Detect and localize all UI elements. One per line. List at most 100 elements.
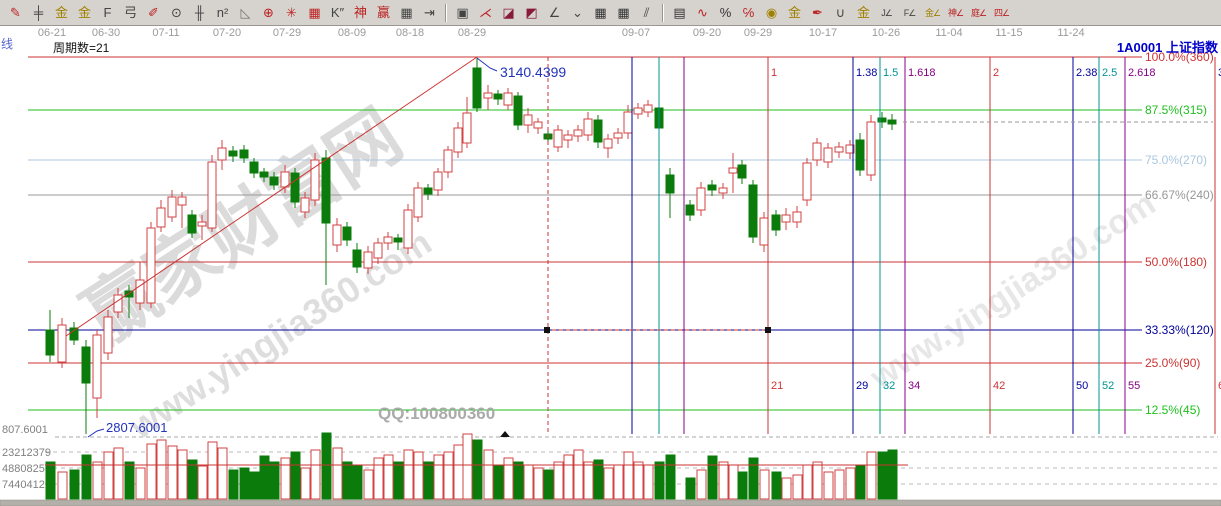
gann-circle-tool-button[interactable]: ⊕ [263, 4, 274, 20]
svg-text:34: 34 [908, 380, 920, 392]
fib-f-tool-button[interactable]: F [103, 4, 112, 20]
pencil-tool-button[interactable]: ✎ [10, 4, 21, 20]
trend-angle-tool-button[interactable]: ∠ [548, 4, 561, 20]
period-count-label: 周期数=21 [53, 40, 110, 55]
status-bar [0, 499, 1221, 506]
svg-text:08-29: 08-29 [458, 27, 486, 39]
wave-percent-tool-button[interactable]: ∿ [697, 4, 708, 20]
fib-tool-layer[interactable]: 1 21 1.38 29 1.5 32 1.618 34 2 42 2.38 50 2.5 52 2.618… [65, 56, 1221, 434]
numbered-grid-tool-button[interactable]: ▦ [400, 4, 413, 20]
svg-text:09-07: 09-07 [622, 27, 650, 39]
cup-tool-button[interactable]: ∪ [835, 4, 846, 20]
svg-text:07-20: 07-20 [213, 27, 241, 39]
svg-text:75.0%(270): 75.0%(270) [1145, 153, 1207, 167]
ruler-grid-tool-button[interactable]: ╫ [194, 4, 205, 20]
shaded-fan-tool-button[interactable]: ◪ [502, 4, 515, 20]
svg-text:2.5: 2.5 [1102, 67, 1117, 79]
svg-text:50: 50 [1076, 380, 1088, 392]
svg-text:55: 55 [1128, 380, 1140, 392]
svg-text:10-26: 10-26 [872, 27, 900, 39]
zigzag-tool-button[interactable]: ⌄ [572, 4, 583, 20]
date-axis: 06-21 06-30 07-11 07-20 07-29 08-09 08-18 08-29… [38, 27, 1085, 39]
gold-ratio-tool-2-button[interactable]: 金 [77, 4, 91, 20]
fib-tool-handle[interactable] [765, 327, 771, 333]
annotations-layer: 线 周期数=21 1A0001 上证指数 3140.4399 2807.6001… [1, 37, 1219, 438]
svg-text:23212379: 23212379 [2, 447, 51, 459]
j-slash-tool-button[interactable]: J∠ [881, 7, 893, 18]
svg-text:42: 42 [993, 380, 1005, 392]
parallel-lines-tool-button[interactable]: ⫽ [643, 4, 650, 20]
svg-text:2.38: 2.38 [1076, 67, 1097, 79]
percent-line-tool-button[interactable]: ℅ [742, 4, 755, 20]
angle-tool-button[interactable]: ◺ [240, 4, 251, 20]
svg-text:3: 3 [1218, 67, 1221, 79]
toolbar-separator [445, 3, 447, 22]
gold-circle-tool-button[interactable]: ◉ [765, 4, 778, 20]
svg-text:48808253: 48808253 [2, 463, 51, 475]
f-slash-tool-button[interactable]: F∠ [903, 7, 917, 18]
svg-text:12.5%(45): 12.5%(45) [1145, 403, 1200, 417]
svg-text:08-18: 08-18 [396, 27, 424, 39]
gold-line-tool-button[interactable]: 金 [787, 4, 801, 20]
fib-tool-handle[interactable] [544, 327, 550, 333]
svg-text:07-29: 07-29 [273, 27, 301, 39]
peak-price-annotation: 3140.4399 [500, 64, 566, 80]
price-grid-tool-button[interactable]: ▦ [308, 4, 321, 20]
svg-text:2: 2 [993, 67, 999, 79]
column-stats-tool-button[interactable]: ▤ [673, 4, 686, 20]
chart-plot-area[interactable] [0, 26, 1221, 506]
svg-text:50.0%(180): 50.0%(180) [1145, 255, 1207, 269]
svg-text:09-20: 09-20 [693, 27, 721, 39]
n-square-tool-button[interactable]: n² [216, 4, 229, 20]
gold-slash-tool-button[interactable]: 金∠ [924, 7, 941, 18]
candles-layer [45, 58, 897, 434]
ying-tool-button[interactable]: 赢 [376, 4, 390, 20]
gann-fan-tool-button[interactable]: ⋌ [479, 4, 492, 20]
svg-text:09-29: 09-29 [744, 27, 772, 39]
grid-dark-tool-button[interactable]: ▦ [594, 4, 607, 20]
grid-dark-tool-2-button[interactable]: ▦ [617, 4, 630, 20]
svg-text:06-30: 06-30 [92, 27, 120, 39]
svg-text:1.5: 1.5 [883, 67, 898, 79]
low-price-annotation: 2807.6001 [106, 420, 167, 435]
svg-text:1: 1 [771, 67, 777, 79]
gann-wheel-tool-button[interactable]: ⊙ [171, 4, 182, 20]
si-slash-tool-button[interactable]: 四∠ [993, 7, 1010, 18]
shaded-fan-tool-2-button[interactable]: ◩ [525, 4, 538, 20]
svg-text:08-09: 08-09 [338, 27, 366, 39]
k-line-tool-button[interactable]: K″ [330, 4, 345, 20]
qq-watermark-label: QQ:100800360 [378, 404, 495, 423]
shen-slash-tool-button[interactable]: 神∠ [947, 7, 964, 18]
svg-text:100.0%(360): 100.0%(360) [1145, 50, 1214, 64]
ink-pen-tool-button[interactable]: ✒ [812, 4, 823, 20]
volume-layer [45, 431, 908, 500]
arrow-extend-tool-button[interactable]: ⇥ [424, 4, 435, 20]
svg-text:10-17: 10-17 [809, 27, 837, 39]
svg-text:66.67%(240): 66.67%(240) [1145, 188, 1214, 202]
gann-web-tool-button[interactable]: ✳ [286, 4, 297, 20]
svg-text:06-21: 06-21 [38, 27, 66, 39]
svg-text:807.6001: 807.6001 [2, 424, 48, 436]
svg-text:1.618: 1.618 [908, 67, 936, 79]
red-pencil-tool-button[interactable]: ✐ [148, 4, 159, 20]
svg-text:32: 32 [883, 380, 895, 392]
svg-text:33.33%(120): 33.33%(120) [1145, 323, 1214, 337]
gold-ratio-tool-button[interactable]: 金 [54, 4, 68, 20]
symbol-title: 1A0001 上证指数 [1117, 40, 1219, 55]
shen-tool-button[interactable]: 神 [353, 4, 367, 20]
box-tool-button[interactable]: ▣ [456, 4, 469, 20]
svg-text:29: 29 [856, 380, 868, 392]
svg-text:25.0%(90): 25.0%(90) [1145, 356, 1200, 370]
gann-grid-tool-button[interactable]: ╪ [33, 4, 44, 20]
svg-text:11-24: 11-24 [1057, 27, 1084, 39]
svg-text:63: 63 [1218, 380, 1221, 392]
drawing-toolbar: ✎ ╪ 金金 F 弓 ✐ ⊙ ╫ n² ◺ ⊕ ✳ ▦ K″ 神赢 ▦ ⇥ ▣ ⋌ ◪ ◩ ∠ ⌄ ▦ ▦ ⫽ ▤ ∿% ℅ ◉ 金 ✒ ∪ 金 J… [0, 0, 1221, 26]
ting-slash-tool-button[interactable]: 庭∠ [970, 7, 987, 18]
percent-tool-button[interactable]: % [719, 4, 732, 20]
gold-underline-tool-button[interactable]: 金 [856, 4, 870, 20]
arc-tool-button[interactable]: 弓 [123, 4, 137, 20]
svg-text:74404126: 74404126 [2, 479, 51, 491]
toolbar-separator [662, 3, 664, 22]
